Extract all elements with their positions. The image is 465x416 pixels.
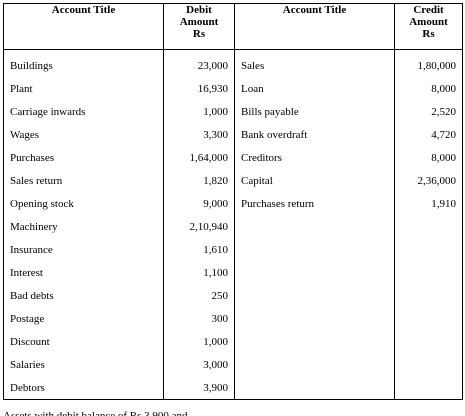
- debit-account-title: Interest: [3, 261, 164, 284]
- table-row: Postage 300: [3, 307, 463, 330]
- credit-account-title: [234, 238, 395, 261]
- trial-balance-table: Account Title Debit Amount Rs Account Ti…: [3, 3, 463, 400]
- credit-account-title: Bills payable: [234, 100, 395, 123]
- credit-account-title: Bank overdraft: [234, 123, 395, 146]
- debit-account-title: Salaries: [3, 353, 164, 376]
- debit-amount: 1,64,000: [163, 146, 235, 169]
- credit-account-title: Sales: [234, 49, 395, 77]
- credit-account-title: [234, 284, 395, 307]
- debit-account-title: Discount: [3, 330, 164, 353]
- table-row: Bad debts 250: [3, 284, 463, 307]
- table-row: Opening stock 9,000 Purchases return 1,910: [3, 192, 463, 215]
- debit-amount: 300: [163, 307, 235, 330]
- credit-amount: [394, 215, 463, 238]
- debit-amount: 3,900: [163, 376, 235, 400]
- debit-amount-header: Debit Amount Rs: [163, 3, 235, 50]
- debit-amount: 1,000: [163, 330, 235, 353]
- debit-amount: 3,300: [163, 123, 235, 146]
- credit-amount: 1,910: [394, 192, 463, 215]
- debit-amount: 1,820: [163, 169, 235, 192]
- header-row: Account Title Debit Amount Rs Account Ti…: [3, 3, 463, 50]
- table-row: Debtors 3,900: [3, 376, 463, 400]
- credit-account-title: [234, 261, 395, 284]
- debit-account-title: Purchases: [3, 146, 164, 169]
- credit-account-title: [234, 215, 395, 238]
- table-row: Sales return 1,820 Capital 2,36,000: [3, 169, 463, 192]
- credit-amount: [394, 330, 463, 353]
- credit-account-title: [234, 353, 395, 376]
- debit-amount: 250: [163, 284, 235, 307]
- credit-amount: [394, 261, 463, 284]
- credit-amount: 1,80,000: [394, 49, 463, 77]
- debit-account-title: Insurance: [3, 238, 164, 261]
- debit-account-title: Sales return: [3, 169, 164, 192]
- debit-account-title: Debtors: [3, 376, 164, 400]
- debit-account-title: Postage: [3, 307, 164, 330]
- debit-account-title: Machinery: [3, 215, 164, 238]
- credit-amount: [394, 238, 463, 261]
- table-row: Machinery 2,10,940: [3, 215, 463, 238]
- table-row: Wages 3,300 Bank overdraft 4,720: [3, 123, 463, 146]
- debit-amount: 9,000: [163, 192, 235, 215]
- table-row: Discount 1,000: [3, 330, 463, 353]
- debit-amount: 1,000: [163, 100, 235, 123]
- credit-account-title: [234, 307, 395, 330]
- credit-account-title: Purchases return: [234, 192, 395, 215]
- debit-amount: 2,10,940: [163, 215, 235, 238]
- table-body: Buildings 23,000 Sales 1,80,000 Plant 16,930 L…: [3, 49, 463, 400]
- debit-amount: 23,000: [163, 49, 235, 77]
- debit-account-title: Wages: [3, 123, 164, 146]
- debit-amount: 1,100: [163, 261, 235, 284]
- credit-amount: [394, 284, 463, 307]
- debit-amount: 1,610: [163, 238, 235, 261]
- credit-amount: 8,000: [394, 146, 463, 169]
- debit-account-title: Carriage inwards: [3, 100, 164, 123]
- credit-title-header: Account Title: [234, 3, 395, 50]
- debit-account-title: Buildings: [3, 49, 164, 77]
- table-row: Interest 1,100: [3, 261, 463, 284]
- debit-title-header: Account Title: [3, 3, 164, 50]
- credit-account-title: [234, 330, 395, 353]
- credit-amount-header: Credit Amount Rs: [394, 3, 463, 50]
- credit-account-title: Loan: [234, 77, 395, 100]
- credit-amount: [394, 353, 463, 376]
- table-row: Insurance 1,610: [3, 238, 463, 261]
- credit-amount: 2,520: [394, 100, 463, 123]
- debit-account-title: Plant: [3, 77, 164, 100]
- footnote: Assets with debit balance of Rs 3,900 an…: [3, 410, 188, 416]
- credit-amount: [394, 376, 463, 400]
- credit-amount: 4,720: [394, 123, 463, 146]
- debit-account-title: Bad debts: [3, 284, 164, 307]
- table-row: Carriage inwards 1,000 Bills payable 2,520: [3, 100, 463, 123]
- credit-account-title: Capital: [234, 169, 395, 192]
- table-row: Purchases 1,64,000 Creditors 8,000: [3, 146, 463, 169]
- table-row: Plant 16,930 Loan 8,000: [3, 77, 463, 100]
- debit-account-title: Opening stock: [3, 192, 164, 215]
- credit-account-title: Creditors: [234, 146, 395, 169]
- table-row: Buildings 23,000 Sales 1,80,000: [3, 49, 463, 77]
- credit-amount: [394, 307, 463, 330]
- debit-amount: 16,930: [163, 77, 235, 100]
- debit-amount: 3,000: [163, 353, 235, 376]
- credit-amount: 2,36,000: [394, 169, 463, 192]
- table-row: Salaries 3,000: [3, 353, 463, 376]
- credit-account-title: [234, 376, 395, 400]
- credit-amount: 8,000: [394, 77, 463, 100]
